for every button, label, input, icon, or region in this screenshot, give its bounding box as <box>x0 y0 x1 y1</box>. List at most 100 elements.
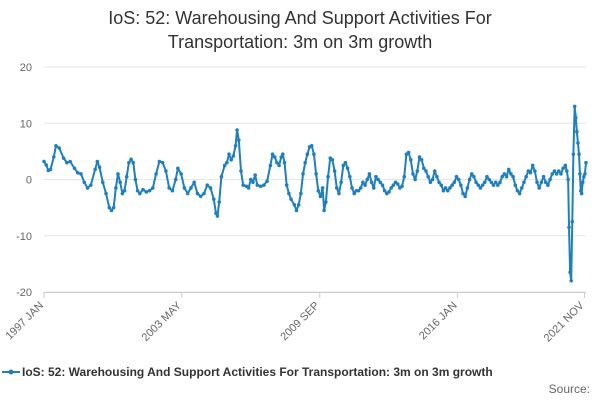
data-point <box>578 172 582 176</box>
data-point <box>411 172 415 176</box>
series-line <box>43 105 587 282</box>
data-point <box>57 146 62 150</box>
data-point <box>227 152 231 156</box>
data-point <box>524 174 528 179</box>
data-point <box>570 219 575 224</box>
data-point <box>160 160 165 165</box>
data-point <box>482 180 487 185</box>
chart-legend[interactable]: IoS: 52: Warehousing And Support Activit… <box>0 364 600 382</box>
data-point <box>189 186 193 190</box>
data-point <box>258 184 263 189</box>
data-point <box>528 170 533 175</box>
data-point <box>122 188 127 193</box>
data-point <box>513 183 518 187</box>
data-point <box>539 180 544 185</box>
data-point <box>131 160 136 165</box>
data-point <box>137 191 142 196</box>
data-point <box>100 180 105 185</box>
data-point <box>305 152 310 156</box>
data-point <box>487 177 491 182</box>
data-point <box>559 172 563 176</box>
data-point <box>530 163 535 168</box>
data-point <box>54 143 58 148</box>
data-point <box>219 174 224 179</box>
data-point <box>417 155 422 159</box>
data-point <box>441 188 446 193</box>
data-point <box>65 160 69 165</box>
data-point <box>268 163 273 168</box>
data-point <box>406 150 411 155</box>
data-point <box>44 163 48 167</box>
data-point <box>350 186 354 190</box>
data-point <box>185 191 190 196</box>
data-point <box>324 200 328 204</box>
source-label: Source: <box>548 382 590 396</box>
data-point <box>322 208 326 213</box>
data-point <box>437 180 441 185</box>
data-point <box>511 174 515 179</box>
data-point <box>345 166 350 171</box>
data-point <box>496 183 500 187</box>
data-point <box>369 180 374 185</box>
data-point <box>430 177 435 182</box>
data-point <box>251 180 255 185</box>
data-point <box>579 191 584 196</box>
data-point <box>456 177 461 182</box>
data-point <box>275 160 279 165</box>
chart-title: IoS: 52: Warehousing And Support Activit… <box>0 6 600 54</box>
data-point <box>402 174 407 179</box>
data-point <box>326 174 330 179</box>
data-point <box>239 169 243 173</box>
data-point <box>97 165 102 169</box>
data-point <box>296 203 301 207</box>
data-point <box>248 177 253 182</box>
data-point <box>79 172 83 176</box>
data-point <box>198 194 203 199</box>
legend-series-label: IoS: 52: Warehousing And Support Activit… <box>22 365 493 379</box>
data-point <box>341 163 346 168</box>
data-point <box>93 167 97 172</box>
data-point <box>535 180 539 185</box>
data-point <box>561 166 565 171</box>
data-point <box>320 186 325 190</box>
data-point <box>129 157 133 162</box>
data-point <box>565 169 569 173</box>
data-point <box>389 186 393 190</box>
legend-series-marker <box>2 369 20 375</box>
data-point <box>167 186 171 190</box>
chart-title-line-1: IoS: 52: Warehousing And Support Activit… <box>108 8 492 28</box>
y-tick-label: 20 <box>20 62 32 74</box>
data-point <box>498 180 502 185</box>
data-point <box>580 180 585 185</box>
data-point <box>387 190 391 194</box>
data-point <box>583 172 587 176</box>
data-point <box>476 183 481 187</box>
data-point <box>75 170 80 175</box>
data-point <box>279 155 284 159</box>
data-point <box>563 163 568 168</box>
data-point <box>215 214 220 218</box>
data-point <box>459 183 463 187</box>
y-tick-label: 10 <box>20 118 32 130</box>
data-point <box>556 169 561 173</box>
chart-title-line-2: Transportation: 3m on 3m growth <box>167 32 433 52</box>
data-point <box>367 172 372 176</box>
data-point <box>124 174 129 179</box>
data-point <box>205 183 210 187</box>
data-point <box>502 172 507 176</box>
data-point <box>577 152 581 156</box>
data-point <box>573 115 578 120</box>
data-point <box>413 177 417 182</box>
x-tick-label: 2003 MAY <box>140 299 185 344</box>
data-point <box>235 128 239 132</box>
data-point <box>439 183 444 187</box>
data-point <box>282 160 287 165</box>
data-point <box>578 188 583 193</box>
data-point <box>182 186 187 190</box>
y-tick-label: -10 <box>16 231 32 243</box>
data-point <box>173 177 178 182</box>
data-point <box>554 172 559 176</box>
data-point <box>382 188 387 193</box>
data-point <box>280 152 285 156</box>
data-point <box>289 197 293 201</box>
